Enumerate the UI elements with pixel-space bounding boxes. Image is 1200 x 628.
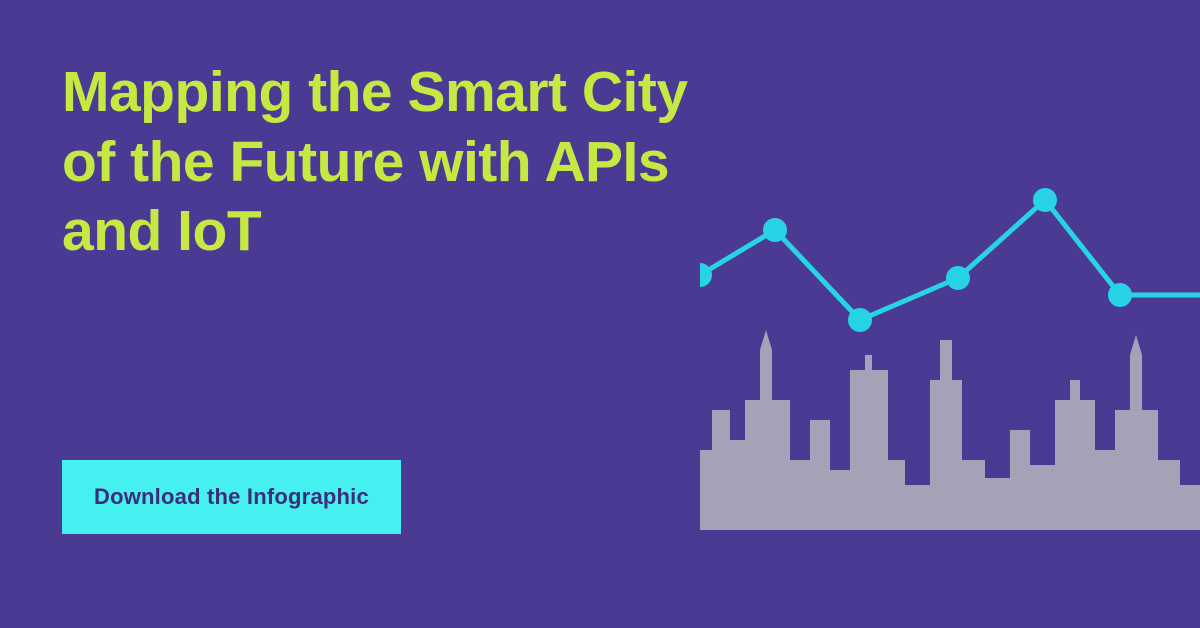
line-chart	[700, 170, 1200, 370]
headline: Mapping the Smart City of the Future wit…	[62, 58, 702, 267]
promo-card: Mapping the Smart City of the Future wit…	[0, 0, 1200, 628]
hero-graphic	[700, 170, 1200, 530]
chart-marker	[1108, 283, 1132, 307]
chart-marker	[1033, 188, 1057, 212]
chart-marker	[763, 218, 787, 242]
chart-marker	[946, 266, 970, 290]
download-infographic-button[interactable]: Download the Infographic	[62, 460, 401, 534]
chart-markers	[700, 188, 1132, 332]
chart-marker	[848, 308, 872, 332]
